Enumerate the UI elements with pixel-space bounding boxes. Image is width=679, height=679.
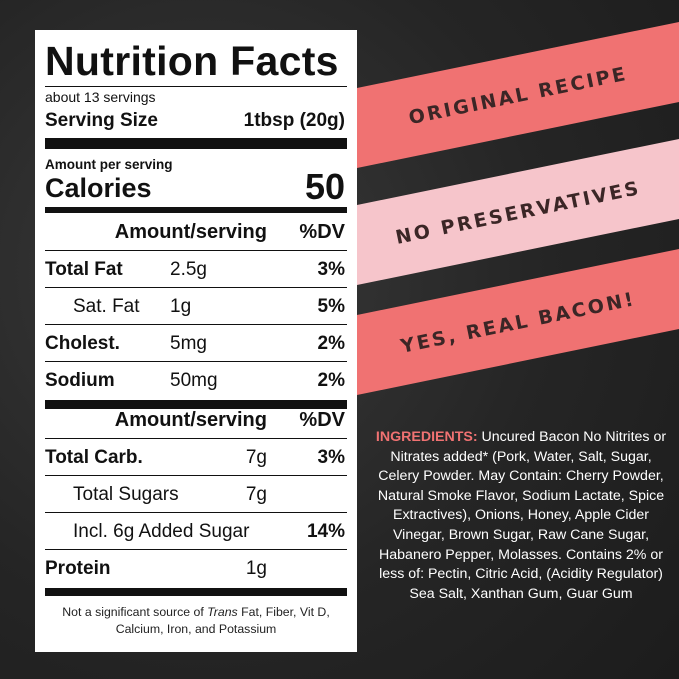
ingredients-label: INGREDIENTS:	[375, 429, 478, 445]
banner	[357, 138, 679, 286]
nutrient-dv: 5%	[317, 296, 345, 317]
nutrient-amount: 7g	[245, 484, 267, 505]
nutrient-row: Sat. Fat 1g 5%	[45, 287, 347, 325]
nutrient-name: Total Fat	[45, 259, 123, 280]
serving-size: 1tbsp (20g)	[243, 110, 345, 131]
nutrient-row: Incl. 6g Added Sugar 14%	[45, 512, 347, 550]
ingredients-text: Uncured Bacon No Nitrites or Nitrates ad…	[377, 429, 667, 602]
nutrient-dv: 14%	[306, 521, 345, 542]
footnote-text: Not a significant source of	[62, 605, 208, 619]
ingredients: INGREDIENTS: Uncured Bacon No Nitrites o…	[370, 428, 672, 604]
nutrient-row: Total Carb. 7g 3%	[45, 438, 347, 476]
nutrient-name: Protein	[45, 558, 111, 579]
column-header: Amount/serving %DV	[45, 213, 347, 250]
servings: about 13 servings	[45, 89, 156, 105]
nutrient-amount: 1g	[245, 558, 267, 579]
column-header: Amount/serving %DV	[45, 401, 347, 438]
nutrient-amount: 2.5g	[170, 259, 207, 280]
nutrition-label: Nutrition Facts about 13 servings Servin…	[35, 30, 357, 652]
nutrient-row: Total Fat 2.5g 3%	[45, 250, 347, 288]
medium-bar	[45, 207, 347, 213]
nutrient-dv: 2%	[317, 333, 345, 354]
calories: 50	[304, 166, 345, 207]
label-title: Nutrition Facts	[45, 38, 339, 84]
nutrient-name: Incl. 6g Added Sugar	[73, 521, 250, 542]
nutrient-name: Total Carb.	[45, 447, 143, 468]
nutrient-name: Sodium	[45, 370, 115, 391]
nutrient-row: Protein 1g	[45, 549, 347, 587]
nutrient-name: Total Sugars	[73, 484, 179, 505]
nutrient-row: Cholest. 5mg 2%	[45, 324, 347, 362]
nutrient-amount: 50mg	[170, 370, 218, 391]
header-dv: %DV	[299, 409, 345, 431]
header-amount: Amount/serving	[114, 221, 267, 243]
nutrient-amount: 5mg	[170, 333, 207, 354]
header-dv: %DV	[299, 221, 345, 243]
footnote-italic: Trans	[207, 605, 238, 619]
thick-bar	[45, 588, 347, 596]
banner	[357, 248, 679, 396]
nutrient-row: Sodium 50mg 2%	[45, 361, 347, 399]
nutrient-name: Cholest.	[45, 333, 120, 354]
amount-per-serving: Amount per serving	[45, 157, 173, 172]
thick-bar	[45, 138, 347, 149]
footnote-text: Fat, Fiber, Vit D, Calcium, Iron, and Po…	[115, 605, 330, 636]
footnote: Not a significant source of Trans Fat, F…	[45, 604, 347, 638]
nutrient-row: Total Sugars 7g	[45, 475, 347, 513]
serving-size-label: Serving Size	[45, 110, 158, 131]
nutrient-dv: 3%	[317, 447, 345, 468]
banner	[357, 21, 679, 169]
rule	[45, 86, 347, 87]
nutrient-dv: 3%	[317, 259, 345, 280]
nutrient-amount: 7g	[245, 447, 267, 468]
nutrient-name: Sat. Fat	[73, 296, 140, 317]
nutrient-amount: 1g	[170, 296, 192, 317]
calories-label: Calories	[45, 173, 152, 203]
nutrient-dv: 2%	[317, 370, 345, 391]
header-amount: Amount/serving	[114, 409, 267, 431]
thick-bar	[45, 400, 347, 409]
